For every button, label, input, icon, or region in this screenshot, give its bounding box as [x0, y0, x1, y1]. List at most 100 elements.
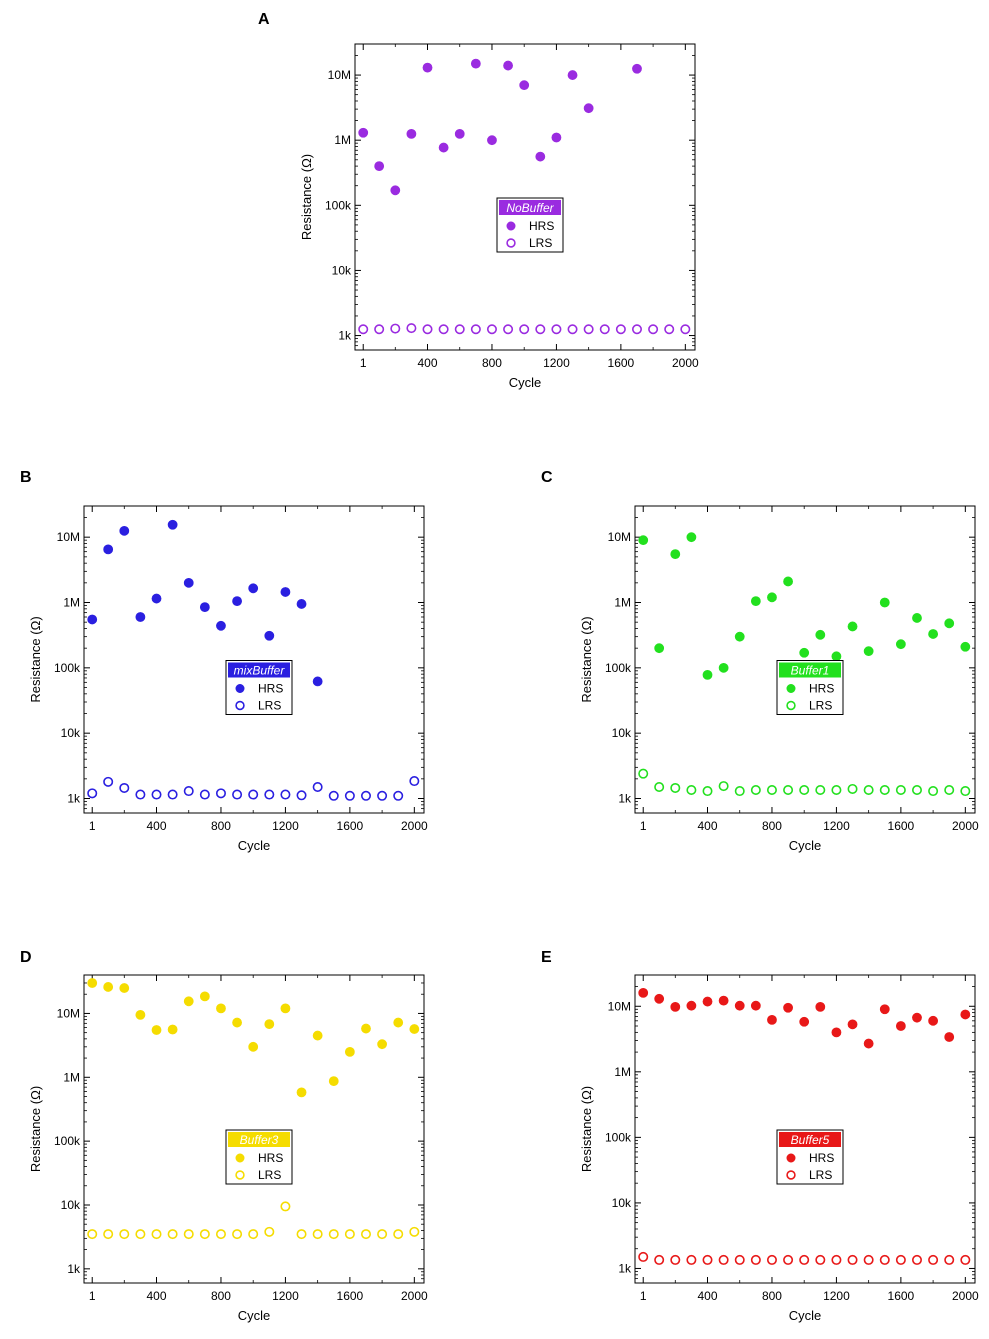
- hrs-point: [167, 1024, 178, 1035]
- lrs-point: [535, 324, 546, 335]
- hrs-point: [374, 161, 385, 172]
- hrs-point: [377, 1039, 388, 1050]
- legend-entry-label: HRS: [258, 682, 283, 696]
- hrs-point: [734, 631, 745, 642]
- lrs-point: [734, 1254, 745, 1265]
- lrs-point: [638, 1251, 649, 1262]
- legend-title-band: [779, 662, 841, 678]
- lrs-point: [422, 324, 433, 335]
- y-axis-title: Resistance (Ω): [299, 154, 314, 240]
- y-tick-label: 1k: [618, 1261, 632, 1275]
- lrs-point: [296, 1229, 307, 1240]
- legend-entry-label: HRS: [809, 1151, 834, 1165]
- hrs-point: [103, 982, 114, 992]
- x-tick-label: 400: [146, 1289, 166, 1303]
- lrs-point: [831, 1254, 842, 1265]
- lrs-point: [631, 324, 642, 335]
- x-axis-title: Cycle: [509, 375, 542, 390]
- hrs-point: [863, 1038, 874, 1049]
- x-tick-label: 2000: [401, 1289, 428, 1303]
- x-tick-label: 1600: [608, 356, 635, 370]
- hrs-point: [879, 597, 890, 608]
- lrs-point: [879, 1254, 890, 1265]
- y-tick-label: 1M: [334, 133, 351, 147]
- panel-label: D: [20, 949, 32, 966]
- x-tick-label: 800: [482, 356, 502, 370]
- hrs-point: [393, 1017, 404, 1028]
- lrs-point: [135, 1229, 146, 1240]
- x-axis-title: Cycle: [789, 1308, 822, 1323]
- lrs-point: [312, 1229, 323, 1240]
- lrs-point: [863, 1254, 874, 1265]
- lrs-point: [215, 1229, 226, 1240]
- hrs-point: [815, 1001, 826, 1012]
- y-tick-label: 10k: [61, 1198, 81, 1212]
- x-tick-label: 1200: [272, 819, 299, 833]
- lrs-point: [406, 323, 417, 334]
- hrs-point: [470, 58, 481, 69]
- legend-title-band: [228, 662, 290, 678]
- lrs-point: [702, 786, 713, 797]
- hrs-point: [702, 996, 713, 1007]
- hrs-point: [767, 1014, 777, 1025]
- hrs-point: [487, 135, 497, 146]
- hrs-point: [912, 613, 922, 623]
- lrs-point: [960, 1254, 971, 1265]
- lrs-point: [599, 324, 610, 335]
- lrs-point: [183, 1229, 194, 1240]
- x-tick-label: 800: [211, 819, 231, 833]
- hrs-point: [232, 596, 242, 607]
- x-tick-label: 2000: [952, 819, 979, 833]
- hrs-point: [750, 1000, 761, 1011]
- lrs-point: [734, 786, 745, 797]
- lrs-point: [670, 782, 681, 793]
- hrs-point: [686, 532, 697, 543]
- y-tick-label: 1M: [614, 596, 631, 610]
- hrs-point: [670, 1001, 681, 1012]
- x-tick-label: 1600: [888, 819, 915, 833]
- y-tick-label: 1k: [338, 329, 352, 343]
- x-tick-label: 800: [762, 1289, 782, 1303]
- lrs-point: [583, 324, 594, 335]
- lrs-point: [280, 789, 291, 800]
- hrs-point: [312, 676, 323, 687]
- hrs-point: [151, 1025, 162, 1035]
- hrs-point: [535, 151, 546, 162]
- legend: Buffer1 HRS LRS: [776, 660, 844, 715]
- hrs-point: [783, 1002, 793, 1013]
- hrs-point: [438, 142, 449, 153]
- y-tick-label: 10k: [332, 263, 352, 277]
- y-tick-label: 100k: [54, 661, 81, 675]
- lrs-point: [264, 1226, 275, 1237]
- legend-marker-lrs: [235, 700, 245, 711]
- lrs-point: [360, 1229, 371, 1240]
- lrs-point: [799, 784, 810, 795]
- y-tick-label: 10k: [612, 726, 632, 740]
- hrs-point: [312, 1030, 323, 1041]
- lrs-point: [232, 789, 243, 800]
- lrs-point: [409, 776, 420, 787]
- hrs-point: [296, 599, 307, 609]
- x-axis-title: Cycle: [238, 838, 271, 853]
- lrs-point: [312, 782, 323, 793]
- x-tick-label: 2000: [672, 356, 699, 370]
- panel-label: A: [258, 11, 270, 28]
- lrs-point: [248, 1229, 259, 1240]
- y-tick-label: 100k: [605, 1130, 632, 1144]
- lrs-point: [654, 782, 665, 793]
- x-tick-label: 1: [360, 356, 367, 370]
- hrs-point: [119, 983, 130, 993]
- chart-panel-a: A 1k 10k 100k 1M 10M 1 400 800 1200 1600 2000 Cycle R…: [258, 11, 699, 390]
- chart-panel-c: C 1k 10k 100k 1M 10M 1 400 800 1200 1600 2000 Cycle R…: [541, 469, 979, 853]
- hrs-point: [199, 602, 210, 613]
- hrs-point: [361, 1023, 371, 1034]
- lrs-point: [151, 1229, 162, 1240]
- hrs-point: [551, 132, 562, 143]
- y-tick-label: 10M: [57, 530, 80, 544]
- panel-label: B: [20, 469, 32, 486]
- legend-title: Buffer5: [791, 1133, 830, 1147]
- hrs-point: [248, 583, 259, 594]
- legend-marker-lrs: [235, 1170, 245, 1180]
- x-tick-label: 2000: [401, 819, 428, 833]
- lrs-point: [374, 324, 385, 335]
